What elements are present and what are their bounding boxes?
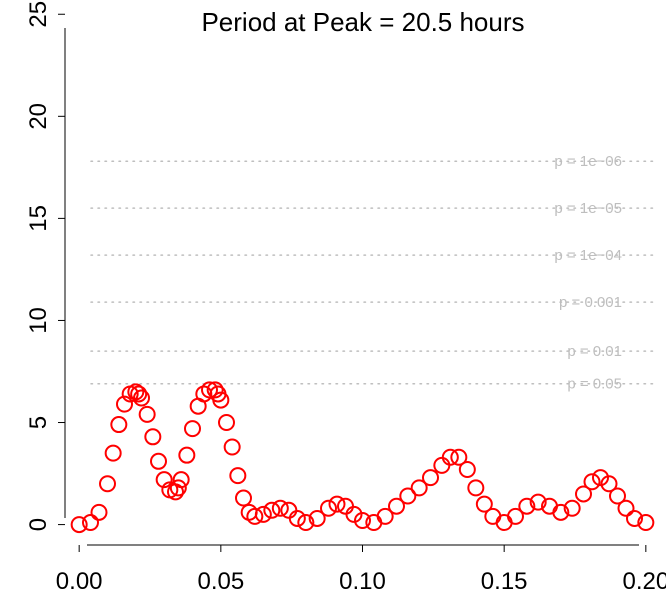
y-tick-label: 0	[25, 518, 52, 531]
data-point	[617, 499, 635, 517]
data-point	[518, 497, 536, 515]
data-point	[320, 499, 337, 517]
data-points	[70, 381, 655, 534]
data-point	[172, 471, 190, 489]
data-point	[70, 516, 88, 534]
data-point	[138, 405, 156, 423]
data-point	[365, 514, 383, 532]
data-point	[637, 514, 655, 532]
data-point	[484, 507, 502, 525]
data-point	[169, 479, 187, 497]
data-point	[127, 383, 145, 401]
data-point	[376, 507, 394, 525]
data-point	[575, 485, 592, 503]
data-point	[184, 420, 201, 438]
data-point	[441, 448, 459, 466]
significance-label: p = 0.001	[559, 294, 622, 311]
x-tick-label: 0.05	[197, 568, 244, 595]
data-point	[206, 381, 224, 399]
data-point	[133, 389, 150, 407]
data-point	[229, 467, 247, 485]
data-point	[410, 479, 428, 497]
data-point	[288, 509, 306, 527]
data-point	[99, 475, 116, 493]
data-point	[110, 416, 128, 434]
data-point	[263, 501, 281, 519]
data-point	[433, 456, 451, 474]
data-point	[280, 501, 298, 519]
data-point	[458, 460, 476, 478]
significance-label: p = 0.01	[567, 343, 622, 360]
significance-label: p = 1e−04	[554, 247, 622, 264]
data-point	[90, 503, 108, 521]
data-point	[212, 391, 230, 409]
x-tick-label: 0.00	[56, 568, 103, 595]
data-point	[626, 509, 643, 527]
data-point	[450, 448, 468, 466]
x-tick-label: 0.20	[622, 568, 666, 595]
x-tick-label: 0.15	[481, 568, 528, 595]
data-point	[354, 512, 371, 530]
y-tick-label: 15	[25, 205, 52, 232]
data-point	[116, 395, 133, 413]
significance-label: p = 1e−05	[554, 200, 622, 217]
y-tick-label: 5	[25, 416, 52, 429]
data-point	[254, 505, 272, 523]
data-point	[271, 499, 289, 517]
data-point	[507, 507, 524, 525]
data-point	[388, 497, 405, 515]
data-point	[467, 479, 485, 497]
data-point	[529, 493, 547, 511]
data-point	[155, 471, 173, 489]
significance-lines: p = 0.05 p = 0.01 p = 0.001 p = 1e−04 p = 1e…	[90, 153, 655, 393]
data-point	[144, 428, 162, 446]
data-point	[235, 489, 252, 507]
x-tick-label: 0.10	[339, 568, 386, 595]
data-point	[130, 385, 148, 403]
axis-ticks: 0.00 0.05 0.10 0.15 0.20 0 5 10 15 20 25	[25, 1, 666, 595]
data-point	[82, 514, 99, 532]
data-point	[178, 446, 196, 464]
data-point	[246, 507, 264, 525]
data-point	[399, 487, 417, 505]
y-tick-label: 25	[25, 1, 52, 28]
data-point	[337, 497, 354, 515]
significance-label: p = 0.05	[567, 376, 622, 393]
data-point	[328, 495, 346, 513]
data-point	[475, 495, 493, 513]
data-point	[223, 438, 241, 456]
data-point	[609, 487, 626, 505]
chart-title: Period at Peak = 20.5 hours	[201, 7, 524, 37]
data-point	[201, 381, 218, 399]
data-point	[495, 514, 513, 532]
data-point	[150, 452, 167, 470]
significance-label: p = 1e−06	[554, 153, 622, 170]
data-point	[563, 499, 581, 517]
data-point	[218, 414, 235, 432]
data-point	[552, 503, 570, 521]
axes	[64, 28, 639, 546]
data-point	[422, 469, 439, 487]
data-point	[104, 444, 122, 462]
data-point	[583, 473, 601, 491]
data-point	[297, 514, 315, 532]
data-point	[600, 475, 618, 493]
data-point	[308, 509, 326, 527]
data-point	[592, 469, 609, 487]
y-tick-label: 20	[25, 103, 52, 130]
y-tick-label: 10	[25, 307, 52, 334]
data-point	[345, 505, 363, 523]
